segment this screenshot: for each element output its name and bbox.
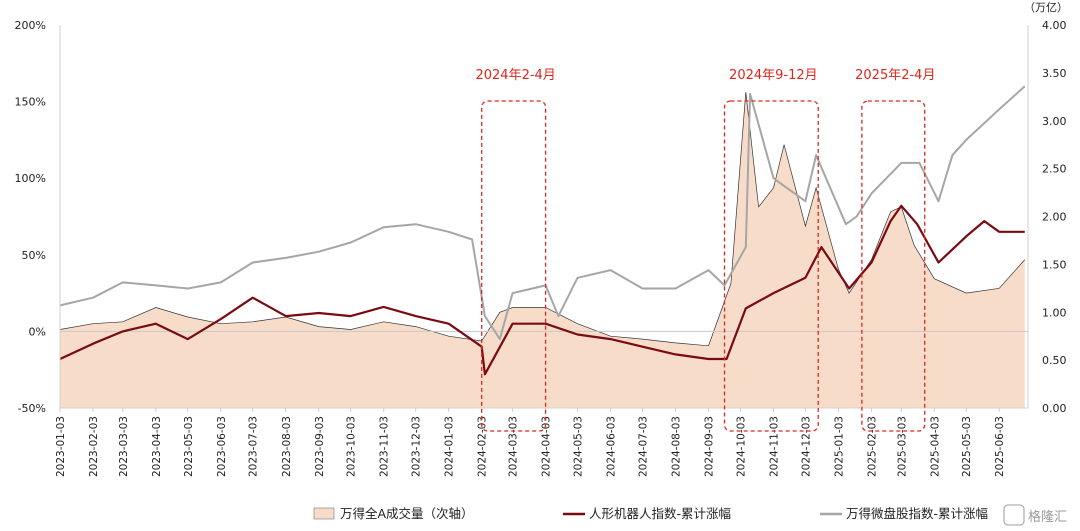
right-tick-label: 4.00 xyxy=(1042,19,1067,32)
x-tick-label: 2023-12-03 xyxy=(411,416,423,477)
left-tick-label: 200% xyxy=(15,19,46,32)
right-tick-label: 1.00 xyxy=(1042,306,1067,319)
x-tick-label: 2024-05-03 xyxy=(573,416,585,477)
x-tick-label: 2023-06-03 xyxy=(216,416,228,477)
x-tick-label: 2023-02-03 xyxy=(88,416,100,477)
x-tick-label: 2024-08-03 xyxy=(671,416,683,477)
annotation-box xyxy=(723,100,819,432)
right-tick-label: 2.50 xyxy=(1042,163,1067,176)
left-tick-label: -50% xyxy=(18,402,46,415)
x-tick-label: 2023-08-03 xyxy=(281,416,293,477)
x-tick-label: 2023-11-03 xyxy=(379,416,391,477)
x-tick-label: 2023-05-03 xyxy=(183,416,195,477)
watermark-text: 格隆汇 xyxy=(1028,509,1067,525)
x-tick-label: 2023-04-03 xyxy=(151,416,163,477)
legend-label: 万得微盘股指数-累计涨幅 xyxy=(846,506,988,521)
x-tick-label: 2023-01-03 xyxy=(55,416,67,477)
x-tick-label: 2024-04-03 xyxy=(541,416,553,477)
right-tick-label: 1.50 xyxy=(1042,258,1067,271)
x-tick-label: 2025-06-03 xyxy=(994,416,1006,477)
volume-area-edge xyxy=(59,91,1026,347)
right-axis-unit: （万亿） xyxy=(1024,1,1068,14)
annotation-box xyxy=(861,100,926,432)
x-tick-label: 2024-10-03 xyxy=(735,416,747,477)
watermark-logo-icon xyxy=(1003,504,1025,526)
volume-area-fill xyxy=(60,92,1025,408)
legend-swatch-volume xyxy=(313,507,335,520)
x-tick-label: 2023-09-03 xyxy=(314,416,326,477)
right-tick-label: 3.50 xyxy=(1042,67,1067,80)
x-tick-label: 2024-06-03 xyxy=(606,416,618,477)
annotation-layer: 2024年2-4月 2024年9-12月 2025年2-4月 xyxy=(475,68,935,432)
x-tick-label: 2024-09-03 xyxy=(704,416,716,477)
axes-layer: -50% 0% 50% 100% 150% 200% 0.00 0.50 1.00 1.50 2.0… xyxy=(15,1,1068,477)
left-tick-label: 50% xyxy=(22,249,46,262)
x-tick-label: 2024-12-03 xyxy=(800,416,812,477)
x-tick-label: 2025-03-03 xyxy=(896,416,908,477)
x-tick-label: 2024-11-03 xyxy=(768,416,780,477)
annotation-label: 2024年9-12月 xyxy=(729,68,818,83)
x-tick-label: 2023-10-03 xyxy=(346,416,358,477)
watermark-layer: 格隆汇 xyxy=(1003,504,1067,526)
robot-index-line xyxy=(59,204,1025,376)
legend-label: 万得全A成交量（次轴） xyxy=(340,506,474,521)
x-tick-label: 2024-03-03 xyxy=(508,416,520,477)
x-tick-label: 2025-02-03 xyxy=(866,416,878,477)
right-tick-label: 0.00 xyxy=(1042,402,1067,415)
legend-label: 人形机器人指数-累计涨幅 xyxy=(589,506,731,521)
line-series-layer xyxy=(59,85,1026,376)
microcap-index-line xyxy=(59,85,1026,341)
left-tick-label: 0% xyxy=(29,325,46,338)
x-tick-label: 2024-07-03 xyxy=(638,416,650,477)
right-tick-label: 2.00 xyxy=(1042,211,1067,224)
x-tick-label: 2024-02-03 xyxy=(477,416,489,477)
right-tick-label: 0.50 xyxy=(1042,354,1067,367)
annotation-box xyxy=(481,100,547,432)
right-tick-label: 3.00 xyxy=(1042,115,1067,128)
x-tick-label: 2024-01-03 xyxy=(444,416,456,477)
annotation-label: 2025年2-4月 xyxy=(855,68,935,83)
volume-area-layer xyxy=(59,91,1026,408)
x-tick-label: 2025-05-03 xyxy=(961,416,973,477)
x-tick-label: 2025-01-03 xyxy=(833,416,845,477)
x-tick-label: 2023-03-03 xyxy=(118,416,130,477)
annotation-label: 2024年2-4月 xyxy=(475,68,555,83)
x-tick-label: 2023-07-03 xyxy=(248,416,260,477)
legend: 万得全A成交量（次轴） 人形机器人指数-累计涨幅 万得微盘股指数-累计涨幅 xyxy=(313,506,988,521)
x-tick-label: 2025-04-03 xyxy=(929,416,941,477)
left-tick-label: 100% xyxy=(15,172,46,185)
left-tick-label: 150% xyxy=(15,96,46,109)
